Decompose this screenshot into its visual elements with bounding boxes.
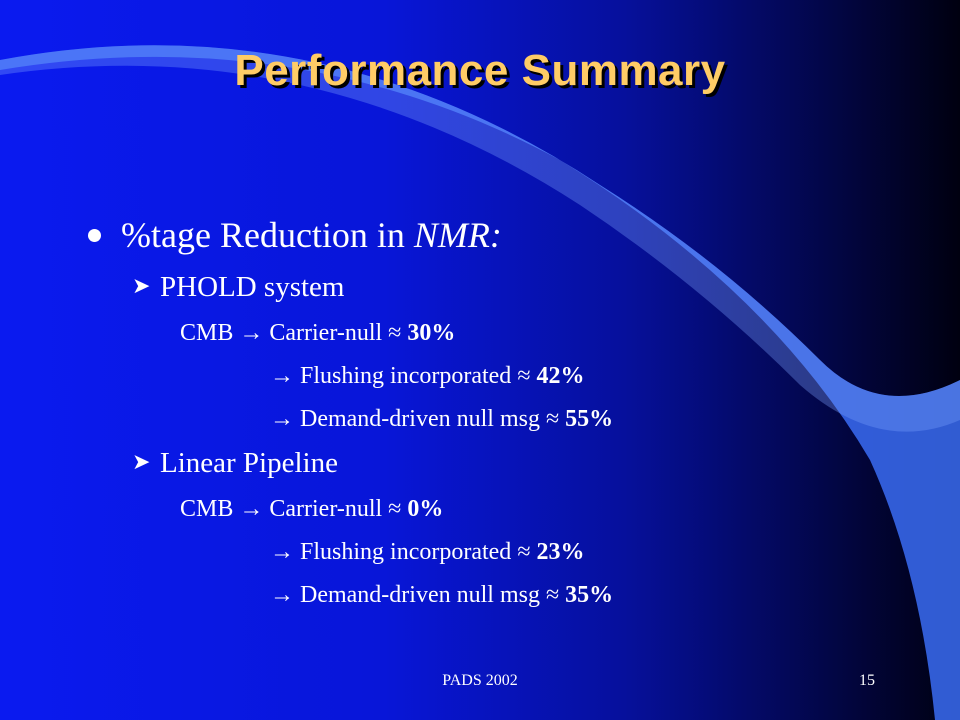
approx-symbol: ≈ [388, 496, 402, 522]
result-row: → Flushing incorporated ≈ 42% [270, 363, 584, 390]
approx-symbol: ≈ [517, 363, 531, 389]
arrow-icon: → [239, 496, 264, 522]
approx-symbol: ≈ [545, 406, 560, 432]
result-row: → Demand-driven null msg ≈ 55% [270, 406, 613, 433]
row-value: 35% [565, 582, 614, 608]
footer-conference: PADS 2002 [442, 672, 518, 689]
section-heading-text: Linear Pipeline [160, 447, 338, 479]
arrow-icon: → [270, 406, 294, 432]
row-prefix: CMB [180, 320, 234, 346]
section-heading: ➤ Linear Pipeline [132, 447, 338, 480]
result-row: → Demand-driven null msg ≈ 35% [270, 582, 613, 609]
row-label: Demand-driven null msg [300, 582, 540, 608]
arrow-icon: → [239, 320, 264, 346]
main-bullet-text: %tage Reduction in [121, 215, 414, 255]
bullet-dot-icon [88, 229, 101, 242]
arrowhead-bullet-icon: ➤ [132, 273, 151, 298]
main-bullet-em: NMR: [413, 215, 502, 255]
arrow-icon: → [270, 363, 294, 389]
result-row: CMB → Carrier-null ≈ 0% [180, 496, 443, 523]
row-label: Carrier-null [269, 320, 383, 346]
row-value: 30% [407, 320, 456, 346]
approx-symbol: ≈ [545, 582, 560, 608]
arrowhead-bullet-icon: ➤ [132, 449, 151, 474]
slide-title: Performance Summary [234, 46, 726, 95]
main-bullet: %tage Reduction in NMR: [88, 214, 502, 256]
row-prefix: CMB [180, 496, 234, 522]
row-value: 23% [536, 539, 585, 565]
result-row: CMB → Carrier-null ≈ 30% [180, 320, 455, 347]
row-label: Flushing incorporated [300, 539, 512, 565]
footer-page-number: 15 [859, 672, 875, 689]
arrow-icon: → [270, 539, 294, 565]
row-value: 42% [536, 363, 585, 389]
section-heading: ➤ PHOLD system [132, 271, 344, 304]
row-value: 55% [565, 406, 614, 432]
arrow-icon: → [270, 582, 294, 608]
approx-symbol: ≈ [517, 539, 531, 565]
swoosh-highlight [0, 45, 960, 432]
row-label: Carrier-null [269, 496, 383, 522]
section-heading-text: PHOLD system [160, 271, 345, 303]
row-label: Flushing incorporated [300, 363, 512, 389]
row-label: Demand-driven null msg [300, 406, 540, 432]
row-value: 0% [407, 496, 444, 522]
result-row: → Flushing incorporated ≈ 23% [270, 539, 584, 566]
approx-symbol: ≈ [388, 320, 402, 346]
